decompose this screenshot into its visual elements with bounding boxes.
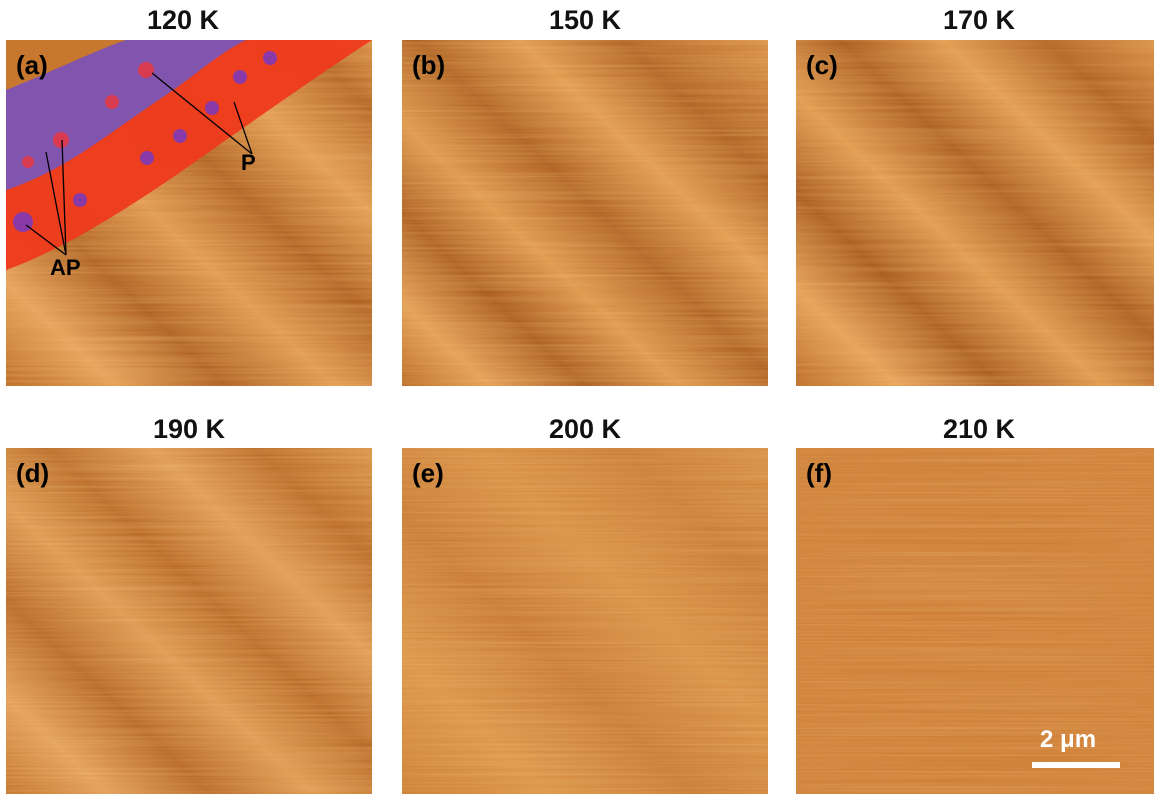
- scale-bar: [1032, 762, 1120, 768]
- panel-c-label: (c): [806, 50, 838, 80]
- panel-e-label: (e): [412, 458, 444, 488]
- dots-red: [22, 62, 154, 168]
- afm-image-f: (f) 2 μm: [796, 448, 1154, 794]
- annotation-ap: AP: [50, 255, 81, 280]
- scale-bar-label: 2 μm: [1040, 726, 1097, 753]
- afm-image-e: (e): [402, 448, 768, 794]
- afm-image-d: (d): [6, 448, 372, 794]
- panel-d-label: (d): [16, 458, 50, 488]
- afm-texture-b: [402, 40, 768, 386]
- afm-texture-e: [402, 448, 768, 794]
- afm-texture-a: [6, 40, 372, 386]
- annotation-p: P: [241, 150, 256, 175]
- panel-e-title: 200 K: [548, 414, 622, 444]
- afm-image-a: (a) P AP: [6, 40, 372, 386]
- afm-image-b: (b): [402, 40, 768, 386]
- panel-b-label: (b): [412, 50, 446, 80]
- afm-texture-c: [796, 40, 1154, 386]
- afm-texture-f: [796, 448, 1154, 794]
- panel-c-title: 170 K: [942, 5, 1016, 35]
- panel-a-label: (a): [16, 50, 48, 80]
- panel-f-title: 210 K: [942, 414, 1016, 444]
- panel-b-title: 150 K: [548, 5, 622, 35]
- panel-f-label: (f): [806, 458, 832, 488]
- afm-image-c: (c): [796, 40, 1154, 386]
- afm-texture-d: [6, 448, 372, 794]
- dots-purple: [13, 51, 277, 232]
- blue-domain: [6, 40, 246, 190]
- panel-a-title: 120 K: [146, 5, 220, 35]
- panel-d-title: 190 K: [152, 414, 226, 444]
